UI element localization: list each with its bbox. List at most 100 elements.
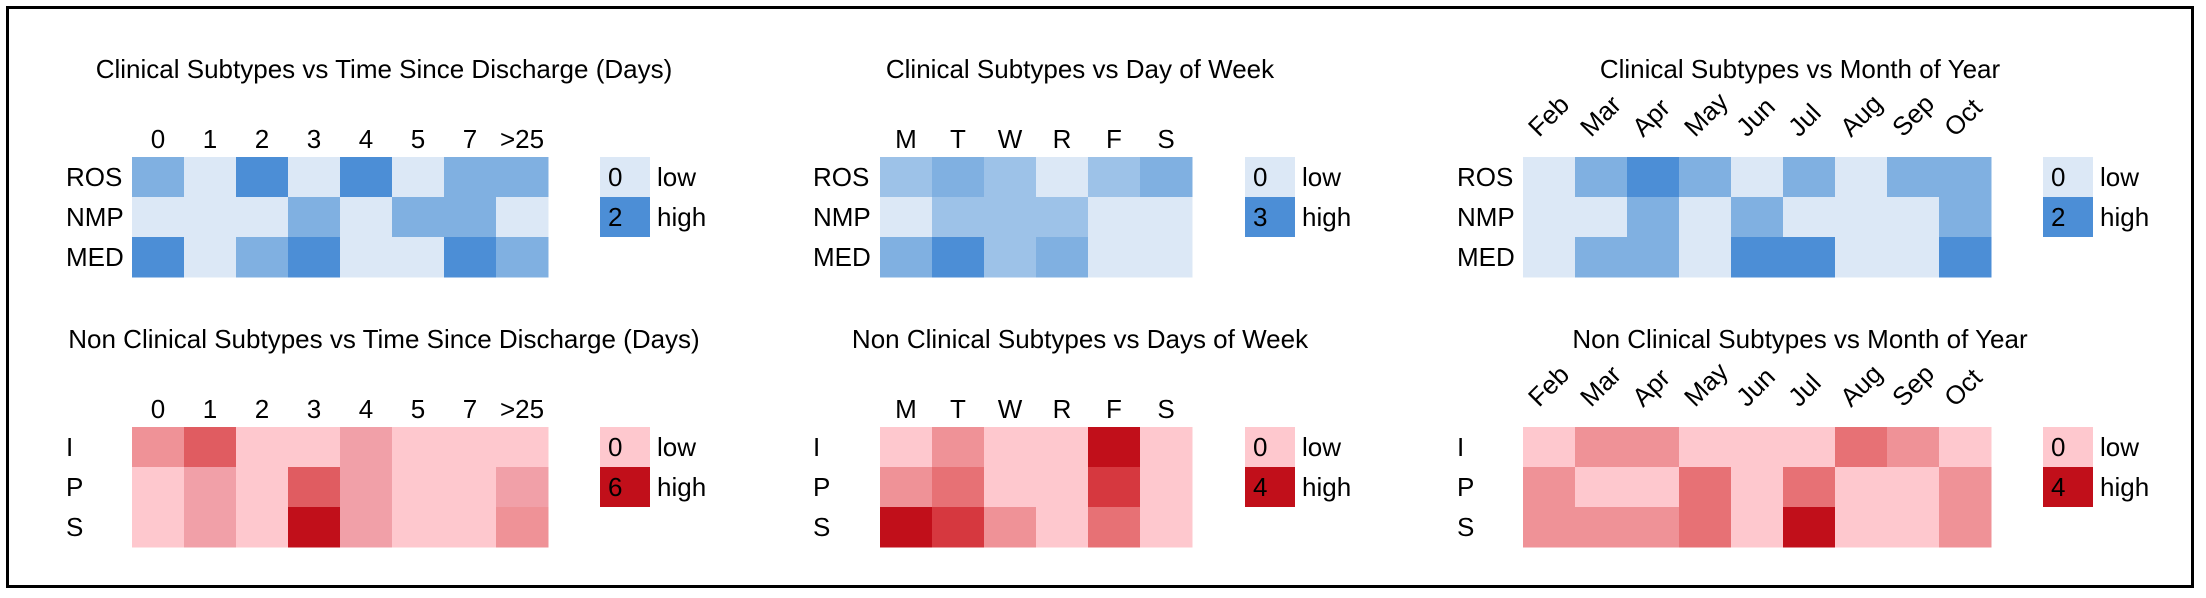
heatmap-cell [1036, 157, 1089, 198]
heatmap-cell [1140, 237, 1193, 278]
heatmap-cell [1887, 197, 1940, 238]
heatmap-cell [288, 467, 341, 508]
heatmap-cell [1523, 157, 1576, 198]
heatmap-cell [236, 467, 289, 508]
heatmap-cell [392, 467, 445, 508]
heatmap-cell [1575, 507, 1628, 548]
row-label: P [813, 472, 830, 502]
column-tick-label: Jul [1782, 368, 1827, 413]
heatmap-cell [1887, 467, 1940, 508]
heatmap-cell [1939, 197, 1992, 238]
heatmap-cell [1835, 237, 1888, 278]
column-tick-label: F [1106, 124, 1122, 154]
heatmap-cell [1887, 507, 1940, 548]
column-tick-label: 3 [307, 394, 321, 424]
heatmap-cell [444, 467, 497, 508]
legend-low-swatch [600, 157, 650, 197]
heatmap-cell [932, 427, 985, 468]
heatmap-cell [1088, 467, 1141, 508]
legend-low-label: low [657, 162, 696, 192]
row-label: I [1457, 432, 1464, 462]
heatmap-cell [1627, 197, 1680, 238]
heatmap-panel-4: Non Clinical Subtypes vs Time Since Disc… [66, 324, 706, 548]
column-tick-label: 1 [203, 394, 217, 424]
heatmap-cell [984, 197, 1037, 238]
panel-title: Clinical Subtypes vs Day of Week [886, 54, 1275, 84]
heatmap-cell [340, 157, 393, 198]
heatmap-cell [1939, 237, 1992, 278]
legend-high-value: 6 [608, 472, 622, 502]
heatmap-cell [392, 237, 445, 278]
panel-title: Non Clinical Subtypes vs Time Since Disc… [68, 324, 699, 354]
heatmap-cell [932, 467, 985, 508]
heatmap-cell [444, 157, 497, 198]
heatmap-cell [444, 197, 497, 238]
heatmap-cell [1523, 237, 1576, 278]
heatmap-cell [1783, 157, 1836, 198]
color-legend: 0 4 low high [1245, 427, 1351, 507]
heatmap-cell [1627, 467, 1680, 508]
heatmap-cell [984, 467, 1037, 508]
heatmap-cell [1036, 467, 1089, 508]
row-label: ROS [66, 162, 122, 192]
heatmap-cell [1887, 237, 1940, 278]
column-tick-label: 5 [411, 394, 425, 424]
heatmap-cell [496, 197, 549, 238]
legend-high-label: high [2100, 472, 2149, 502]
column-tick-label: May [1678, 356, 1734, 412]
heatmap-cell [1835, 467, 1888, 508]
legend-low-label: low [657, 432, 696, 462]
column-tick-label: Aug [1834, 358, 1888, 412]
legend-low-value: 0 [1253, 162, 1267, 192]
heatmap-cell [496, 507, 549, 548]
column-tick-label: 0 [151, 394, 165, 424]
row-label: MED [813, 242, 871, 272]
heatmap-cell [1627, 507, 1680, 548]
heatmap-cell [184, 507, 237, 548]
column-tick-label: Oct [1938, 92, 1988, 142]
heatmap-cell [984, 507, 1037, 548]
column-tick-label: Feb [1522, 359, 1575, 412]
legend-low-swatch [600, 427, 650, 467]
column-tick-label: Aug [1834, 88, 1888, 142]
heatmap-panel-2: Clinical Subtypes vs Day of Week M T W R F S RO… [813, 54, 1351, 278]
legend-high-value: 3 [1253, 202, 1267, 232]
legend-low-swatch [1245, 427, 1295, 467]
heatmap-cell [880, 157, 933, 198]
legend-high-swatch [2043, 197, 2093, 237]
column-tick-label: 4 [359, 394, 373, 424]
heatmap-cell [1731, 157, 1784, 198]
heatmap-cell [880, 197, 933, 238]
heatmap-cell [1140, 157, 1193, 198]
column-tick-label: 7 [463, 394, 477, 424]
heatmap-cell [1679, 467, 1732, 508]
heatmap-cell [444, 237, 497, 278]
column-tick-label: W [998, 394, 1023, 424]
heatmap-cell [288, 427, 341, 468]
panel-title: Clinical Subtypes vs Time Since Discharg… [96, 54, 673, 84]
row-label: NMP [1457, 202, 1515, 232]
heatmap-cell [1036, 197, 1089, 238]
heatmap-cell [1523, 467, 1576, 508]
heatmap-cell [1679, 157, 1732, 198]
legend-high-label: high [657, 472, 706, 502]
heatmap-cell [392, 507, 445, 548]
column-tick-label: Jun [1730, 361, 1781, 412]
heatmap-cell [1088, 237, 1141, 278]
heatmap-cell [340, 507, 393, 548]
heatmap-panel-5: Non Clinical Subtypes vs Days of Week M T W… [813, 324, 1351, 548]
column-tick-label: Mar [1574, 359, 1627, 412]
column-tick-label: Feb [1522, 89, 1575, 142]
heatmap-cell [1523, 197, 1576, 238]
heatmap-cell [132, 427, 185, 468]
color-legend: 0 2 low high [600, 157, 706, 237]
legend-low-value: 0 [608, 432, 622, 462]
heatmap-cell [1731, 197, 1784, 238]
heatmap-cell [340, 197, 393, 238]
legend-high-label: high [1302, 202, 1351, 232]
column-tick-label: Sep [1886, 88, 1940, 142]
color-legend: 0 2 low high [2043, 157, 2149, 237]
row-label: ROS [813, 162, 869, 192]
legend-low-swatch [1245, 157, 1295, 197]
color-legend: 0 3 low high [1245, 157, 1351, 237]
